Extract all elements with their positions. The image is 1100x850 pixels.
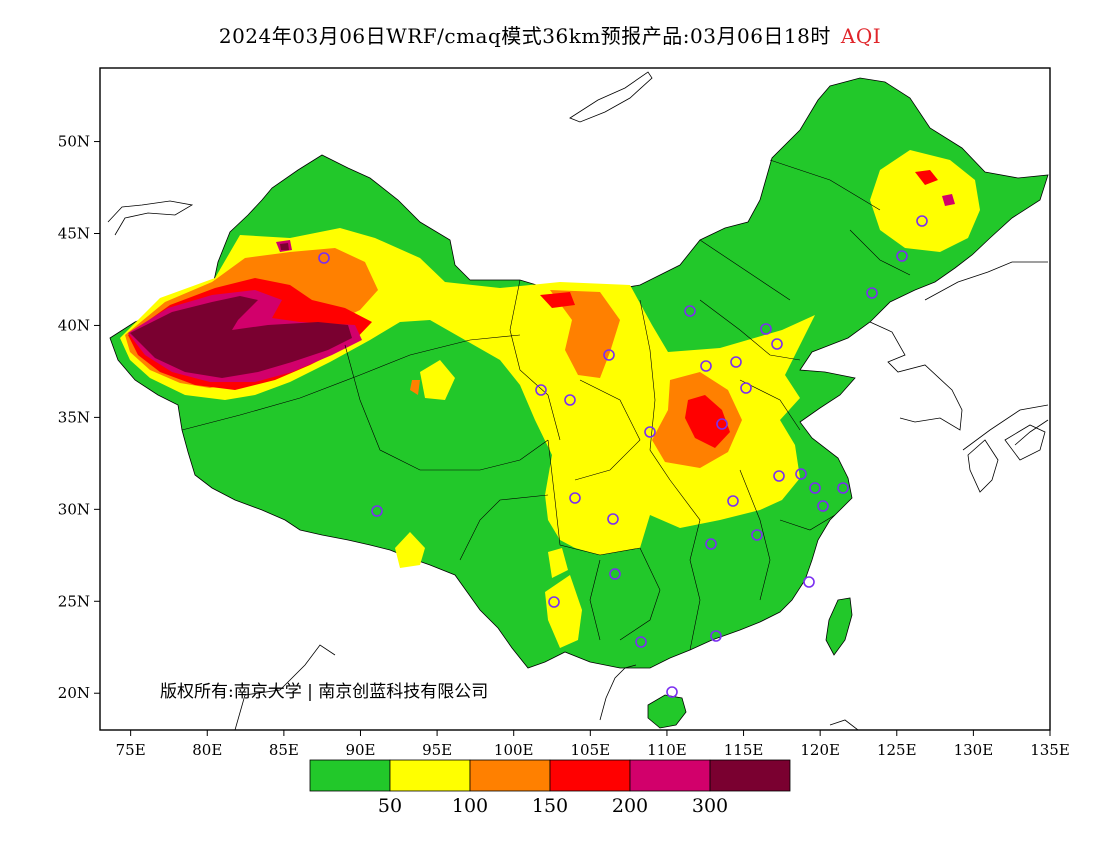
station-marker [564,394,576,406]
legend-swatch [309,759,391,792]
station-marker [535,384,547,396]
station-marker [760,323,772,335]
lon-tick-label: 95E [422,741,452,759]
lat-tick-label: 25N [58,592,90,610]
lon-tick-label: 80E [192,741,222,759]
legend-label: 50 [378,795,402,817]
aqi-legend: 50 100 150 200 300 [309,759,791,817]
neighbor-outlines [107,71,1049,730]
lon-tick-label: 115E [724,741,764,759]
station-markers [318,215,928,698]
station-marker [751,529,763,541]
aqi-hazardous-zones [130,243,352,378]
lon-tick-label: 75E [116,741,146,759]
taiwan-island [825,597,853,656]
station-marker [318,252,330,264]
station-marker [635,636,647,648]
legend-swatch [709,759,791,792]
station-marker [771,338,783,350]
lon-tick-label: 100E [494,741,534,759]
legend-label: 150 [532,795,568,817]
station-marker [666,686,678,698]
station-marker [795,468,807,480]
station-marker [607,513,619,525]
lat-tick-label: 45N [58,225,90,243]
copyright-text: 版权所有:南京大学 | 南京创蓝科技有限公司 [160,682,488,702]
legend-swatch [469,759,551,792]
legend-swatch [629,759,711,792]
lon-tick-label: 110E [647,741,687,759]
station-marker [684,305,696,317]
province-boundaries [181,159,911,651]
legend-label: 300 [692,795,728,817]
lon-tick-label: 130E [954,741,994,759]
station-marker [817,500,829,512]
station-marker [837,482,849,494]
station-marker [803,576,815,588]
station-marker [773,470,785,482]
title-main: 2024年03月06日WRF/cmaq模式36km预报产品:03月06日18时 [218,24,831,48]
lat-tick-label: 20N [58,684,90,702]
station-marker [609,568,621,580]
station-marker [548,596,560,608]
station-marker [705,538,717,550]
legend-label: 200 [612,795,648,817]
map-axes: 75E 80E 85E 90E 95E 100E 105E 110E 115E 120E 125E 1… [58,133,1070,759]
station-marker [569,492,581,504]
map-layers [107,71,1049,730]
station-marker [896,250,908,262]
station-marker [700,360,712,372]
legend-swatch [549,759,631,792]
map-frame [99,67,1051,731]
lon-tick-label: 90E [345,741,375,759]
title-variable: AQI [840,24,882,48]
lat-tick-label: 35N [58,408,90,426]
station-marker [710,630,722,642]
lon-tick-label: 85E [269,741,299,759]
lat-tick-label: 40N [58,316,90,334]
legend-swatch [389,759,471,792]
station-marker [740,382,752,394]
lat-tick-label: 30N [58,500,90,518]
station-marker [809,482,821,494]
station-marker [644,426,656,438]
hainan-island [647,694,687,729]
lon-tick-label: 105E [571,741,611,759]
station-marker [730,356,742,368]
lat-tick-label: 50N [58,133,90,151]
station-marker [371,505,383,517]
station-marker [603,349,615,361]
lon-tick-label: 135E [1030,741,1070,759]
legend-label: 100 [452,795,488,817]
lon-tick-label: 125E [877,741,917,759]
station-marker [727,495,739,507]
map-title: 2024年03月06日WRF/cmaq模式36km预报产品:03月06日18时 A… [0,20,1100,49]
station-marker [866,287,878,299]
lon-tick-label: 120E [800,741,840,759]
station-marker [916,215,928,227]
station-marker [716,418,728,430]
